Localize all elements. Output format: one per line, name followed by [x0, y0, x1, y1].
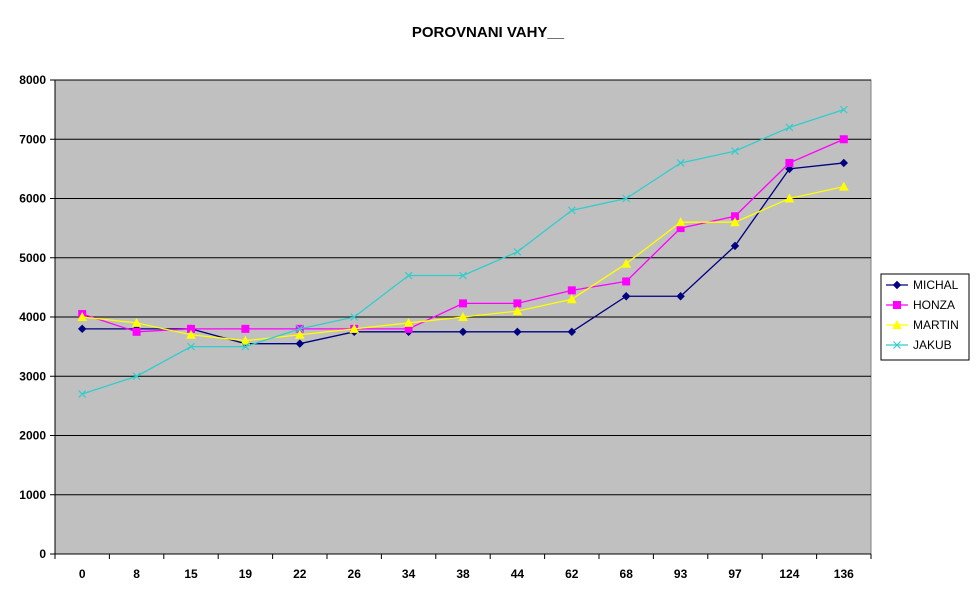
x-tick-label: 38 [456, 567, 470, 581]
data-point [567, 327, 577, 337]
series-layer [77, 105, 849, 398]
data-point [403, 317, 414, 327]
data-point [731, 147, 739, 156]
data-point [730, 217, 740, 227]
y-tick-label: 4000 [19, 310, 46, 324]
x-tick-label: 0 [79, 567, 86, 581]
x-tick-label: 124 [779, 567, 799, 581]
y-tick-label: 6000 [19, 192, 46, 206]
data-point [132, 372, 141, 381]
data-point [839, 158, 849, 168]
data-point [675, 217, 686, 227]
data-point [294, 329, 305, 339]
data-point [295, 339, 305, 348]
data-point [621, 258, 632, 268]
chart-title: POROVNANI VAHY__ [412, 24, 565, 41]
data-point [240, 335, 251, 345]
y-tick-label: 5000 [19, 251, 46, 265]
data-point [459, 271, 467, 280]
data-point [77, 311, 88, 321]
legend-label: HONZA [913, 298, 955, 312]
x-tick-label: 22 [293, 567, 307, 581]
data-point [622, 194, 631, 203]
data-point [187, 342, 195, 351]
x-tick-label: 34 [402, 567, 416, 581]
data-point [730, 241, 740, 251]
data-point [458, 327, 468, 337]
x-tick-label: 68 [620, 567, 634, 581]
data-point [785, 164, 794, 174]
x-tick-label: 136 [834, 567, 854, 581]
y-tick-label: 1000 [19, 488, 46, 502]
data-point [349, 323, 360, 333]
y-tick-label: 7000 [19, 132, 46, 146]
legend: MICHAL HONZA MARTIN JAKUB [880, 273, 970, 361]
legend-item-jakub: JAKUB [886, 338, 952, 352]
x-tick-label: 97 [728, 567, 742, 581]
data-point [404, 271, 413, 280]
series-honza [78, 135, 848, 336]
data-point [132, 327, 141, 336]
data-point [785, 123, 794, 132]
data-point [513, 247, 522, 256]
data-point [676, 159, 685, 167]
legend-label: MARTIN [913, 318, 959, 332]
legend-label: MICHAL [913, 278, 959, 292]
grid-layer [55, 79, 871, 496]
x-tick-label: 44 [511, 567, 525, 581]
legend-marker [892, 319, 902, 329]
legend-label: JAKUB [913, 338, 952, 352]
data-point [350, 313, 359, 321]
data-point [622, 277, 631, 286]
x-tick-label: 15 [184, 567, 198, 581]
data-point [838, 181, 849, 191]
data-point [621, 292, 631, 301]
data-point [839, 135, 848, 144]
data-point [567, 286, 576, 295]
data-point [295, 324, 304, 333]
legend-marker [893, 341, 901, 349]
data-point [186, 329, 196, 339]
y-tick-label: 0 [39, 547, 46, 561]
x-tick-label: 8 [133, 567, 140, 581]
legend-marker [892, 280, 902, 290]
data-point [241, 324, 250, 333]
x-tick-label: 93 [674, 567, 688, 581]
data-point [513, 299, 522, 308]
data-point [78, 390, 87, 398]
series-martin [77, 181, 849, 345]
axis-layer: 0 1000 2000 3000 4000 5000 6000 7000 8000 0 8 15 19 2… [19, 73, 872, 581]
data-point [77, 324, 87, 334]
data-point [676, 292, 685, 301]
data-point [785, 158, 794, 167]
x-tick-label: 62 [565, 567, 579, 581]
data-point [784, 193, 795, 203]
legend-item-michal: MICHAL [886, 278, 959, 292]
x-tick-label: 26 [348, 567, 362, 581]
y-tick-label: 8000 [19, 73, 46, 87]
data-point [839, 105, 848, 114]
legend-item-honza: HONZA [886, 298, 955, 312]
legend-item-martin: MARTIN [886, 318, 959, 332]
data-point [566, 294, 577, 304]
legend-marker [893, 301, 901, 309]
data-point [567, 206, 576, 215]
data-point [458, 311, 468, 321]
data-point [513, 327, 522, 337]
data-point [459, 299, 467, 308]
y-tick-label: 2000 [19, 429, 46, 443]
data-point [241, 342, 250, 351]
data-point [131, 317, 142, 327]
x-tick-label: 19 [239, 567, 253, 581]
y-tick-label: 3000 [19, 369, 46, 383]
series-jakub [78, 105, 848, 398]
data-point [512, 306, 523, 316]
